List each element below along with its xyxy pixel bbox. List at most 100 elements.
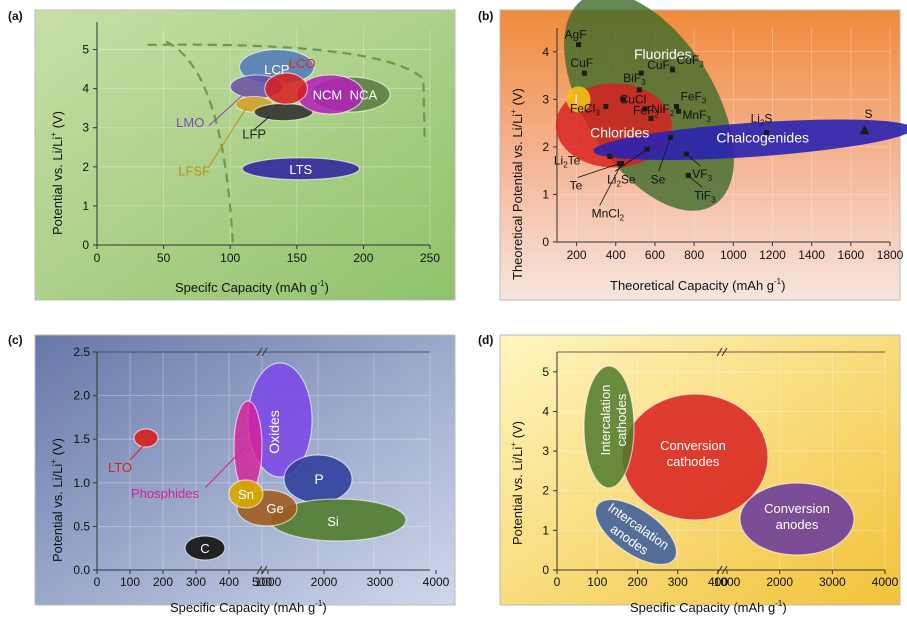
leader-line [687, 175, 703, 188]
panel-a-label: (a) [8, 9, 23, 23]
x-tick-label: 100 [120, 575, 140, 589]
point-label-cuf: CuF [570, 56, 593, 70]
y-tick-label: 4 [82, 82, 89, 96]
y-tick-label: 3 [82, 121, 89, 135]
region-label-lfp: LFP [242, 127, 266, 142]
point-label-bif3: BiF3 [623, 71, 646, 87]
point-label-cucl: CuCl [620, 92, 647, 106]
y-tick-label: 3 [542, 444, 549, 458]
region-chalcogenides [593, 119, 907, 161]
point-label-fef2: FeF2 [633, 103, 659, 119]
point-label-s: S [865, 107, 873, 121]
point-marker [859, 125, 870, 135]
y-axis-label: Theoretical Potential vs. Li/Li+ (V) [509, 88, 525, 280]
region-label-conversion-anodes: Conversion anodes [764, 501, 830, 532]
region-label-conversion-cathodes: Conversion cathodes [660, 438, 726, 469]
x-tick-label: 1000 [714, 575, 741, 589]
y-tick-label: 3 [542, 92, 549, 106]
leader-line [129, 445, 144, 461]
y-tick-label: 0 [542, 235, 549, 249]
region-label-phosphides: Phosphides [131, 486, 199, 501]
panel-a: (a) 0 50 100 150 200 250 0 1 2 3 4 5 Specifc Capacity… [8, 9, 456, 301]
x-tick-label: 1000 [720, 248, 747, 262]
leader-line [253, 115, 271, 131]
point-marker [581, 70, 587, 76]
x-tick-label: 100 [587, 575, 607, 589]
y-tick-label: 1.5 [73, 432, 90, 446]
y-tick-label: 4 [542, 45, 549, 59]
point-label-se: Se [651, 172, 666, 186]
y-tick-label: 2.5 [73, 345, 90, 359]
x-axis-label: Theoretical Capacity (mAh g-1) [610, 277, 785, 293]
region-label-ge: Ge [266, 501, 283, 516]
y-tick-label: 1 [82, 199, 89, 213]
x-tick-label: 0 [94, 251, 101, 265]
region-label-c: C [200, 541, 209, 556]
point-label-li2se: Li2Se [607, 172, 636, 188]
point-label-li2s: Li2S [751, 112, 773, 128]
axis-break [716, 347, 723, 357]
point-label-vf3: VF3 [692, 167, 712, 183]
axis-break [261, 565, 268, 575]
x-tick-label: 300 [668, 575, 688, 589]
axis-break [261, 347, 268, 357]
region-iodine [566, 86, 591, 113]
y-axis-label: Potential vs. Li/Li+ (V) [49, 438, 65, 562]
point-marker [636, 87, 642, 93]
x-tick-label: 3000 [367, 575, 394, 589]
point-label-fef3: FeF3 [680, 89, 706, 105]
y-tick-label: 0 [542, 563, 549, 577]
y-tick-label: 0.0 [73, 563, 90, 577]
x-tick-label: 1400 [798, 248, 825, 262]
region-label-ncm: NCM [313, 88, 343, 103]
region-label-si: Si [327, 514, 339, 529]
region-intercalation-cathodes [583, 365, 635, 489]
point-marker [607, 153, 613, 159]
leader-line [599, 163, 622, 206]
leader-line [686, 153, 701, 167]
y-tick-label: 5 [542, 365, 549, 379]
leader-line [614, 148, 648, 172]
y-axis-label: Potential vs. Li/Li+ (V) [49, 111, 65, 235]
point-label-fecl3: FeCl3 [570, 101, 600, 117]
envelope-line [165, 40, 234, 246]
region-lco [264, 72, 309, 105]
x-axis-label: Specifc Capacity (mAh g-1) [175, 279, 329, 295]
leader-line [577, 163, 620, 178]
x-tick-label: 250 [420, 251, 440, 265]
region-label-lco: LCO [289, 56, 316, 71]
region-label-lts: LTS [289, 162, 312, 177]
leader-line [208, 94, 244, 127]
x-tick-label: 200 [153, 575, 173, 589]
x-tick-label: 400 [708, 575, 728, 589]
x-tick-label: 600 [645, 248, 665, 262]
point-label-cof3: CoF3 [677, 53, 705, 69]
x-tick-label: 4000 [423, 575, 450, 589]
y-axis-label: Potential vs. Li/Li+ (V) [509, 421, 525, 545]
region-label-chalcogenides: Chalcogenides [716, 129, 809, 145]
panel-d-label: (d) [478, 333, 493, 347]
point-marker [648, 115, 654, 121]
axis-break [256, 565, 263, 575]
region-sn [228, 479, 264, 509]
axis-break [721, 565, 728, 575]
point-label-i: I [575, 92, 578, 106]
region-label-sn: Sn [238, 487, 254, 502]
x-tick-label: 300 [186, 575, 206, 589]
point-marker [603, 103, 609, 109]
point-label-nif2: NiF2 [651, 102, 675, 118]
x-tick-label: 1800 [877, 248, 904, 262]
y-tick-label: 1 [542, 187, 549, 201]
region-c [184, 535, 226, 561]
x-tick-label: 150 [287, 251, 307, 265]
x-tick-label: 200 [627, 575, 647, 589]
point-label-li2te: Li2Te [554, 153, 581, 169]
x-tick-label: 4000 [872, 575, 899, 589]
x-tick-label: 0 [94, 575, 101, 589]
y-tick-label: 5 [82, 43, 89, 57]
x-tick-label: 400 [219, 575, 239, 589]
panel-b: (b) 200 400 600 800 1000 1200 1400 1600 1800 0 1 2 3 4… [478, 0, 907, 301]
x-tick-label: 1200 [759, 248, 786, 262]
axis-break [721, 347, 728, 357]
y-tick-label: 2.0 [73, 389, 90, 403]
